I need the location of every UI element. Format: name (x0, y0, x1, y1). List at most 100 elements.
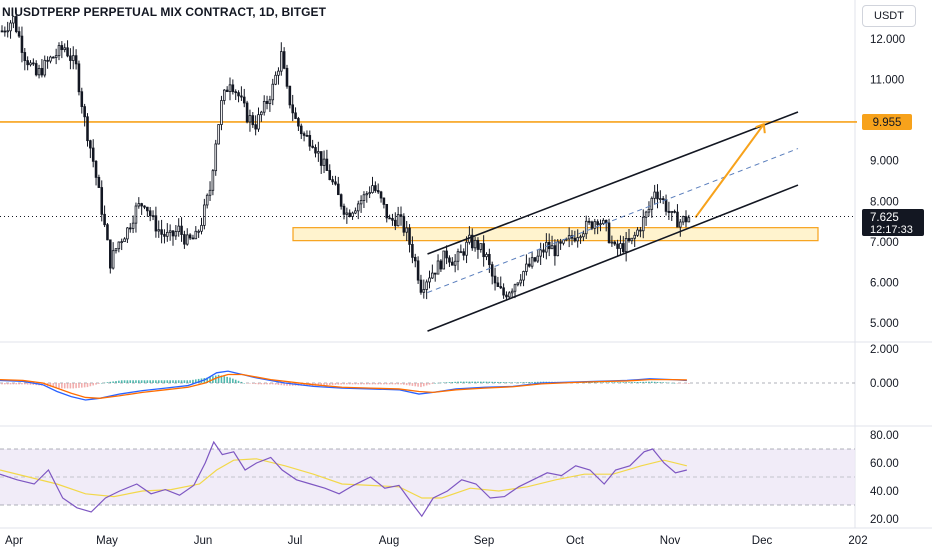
candle-body (254, 124, 257, 130)
last-price-label: 7.625 (870, 212, 899, 224)
candle-body (428, 277, 431, 283)
macd-histogram-bar (75, 383, 77, 389)
time-tick-label: Apr (5, 535, 23, 547)
macd-histogram-bar (511, 382, 513, 383)
macd-histogram-bar (514, 382, 516, 383)
candle-body (681, 216, 685, 223)
macd-histogram-bar (263, 383, 265, 385)
macd-histogram-bar (656, 381, 659, 383)
candle-body (20, 35, 24, 53)
candle-body (545, 241, 548, 253)
candle-body (274, 74, 277, 85)
rsi-line (0, 440, 687, 518)
price-axis[interactable]: 12.00011.00010.0009.0008.0007.0006.0005.… (870, 34, 905, 526)
macd-histogram-bar (217, 374, 220, 383)
macd-histogram-bar (403, 383, 405, 385)
time-tick-label: Jun (194, 535, 213, 547)
macd-histogram-bar (106, 382, 109, 383)
candle-body (582, 233, 585, 238)
macd-histogram-bar (260, 383, 263, 385)
macd-histogram-bar (651, 381, 653, 383)
macd-histogram-bar (323, 383, 325, 386)
macd-histogram-bar (157, 380, 160, 383)
candle-body (114, 248, 118, 252)
countdown-label: 12:17:33 (870, 224, 913, 236)
candle-body (439, 260, 443, 270)
candle-body (456, 251, 460, 262)
candle-body (180, 225, 183, 235)
candle-body (291, 104, 294, 114)
candle-body (77, 63, 81, 93)
macd-histogram-bar (351, 383, 354, 385)
macd-histogram-bar (408, 383, 411, 386)
candle-body (513, 284, 517, 292)
candle-body (234, 91, 237, 94)
macd-histogram-bar (633, 382, 636, 383)
macd-histogram-bar (505, 382, 508, 383)
macd-histogram-bar (289, 383, 291, 386)
time-tick-label: Aug (379, 535, 399, 547)
candle-body (140, 203, 143, 207)
candle-body (242, 96, 246, 104)
candle-body (667, 210, 671, 213)
candle-body (505, 294, 508, 298)
macd-histogram-bar (517, 382, 519, 383)
candle-body (587, 220, 591, 223)
candle-body (624, 238, 628, 253)
macd-histogram-bar (206, 377, 208, 383)
candle-body (37, 67, 41, 76)
candle-body (425, 281, 428, 290)
macd-histogram-bar (653, 381, 656, 383)
candle-body (265, 101, 269, 104)
candle-body (97, 176, 101, 188)
price-tick-label: 8.000 (870, 196, 899, 208)
macd-histogram-bar (160, 380, 163, 383)
candle-body (257, 114, 260, 130)
candle-body (479, 243, 483, 250)
candle-body (636, 229, 639, 236)
macd-histogram-bar (66, 383, 69, 389)
macd-histogram-bar (26, 383, 29, 385)
macd-histogram-bar (197, 378, 200, 383)
macd-histogram-bar (12, 383, 15, 385)
candle-body (573, 237, 577, 242)
candle-body (616, 243, 619, 249)
candle-body (46, 59, 49, 62)
candle-body (305, 134, 309, 137)
candle-body (157, 229, 161, 232)
chart-title: NIUSDTPERP PERPETUAL MIX CONTRACT, 1D, B… (2, 5, 327, 19)
candle-body (268, 99, 272, 104)
macd-histogram-bar (682, 383, 684, 384)
currency-selector[interactable]: USDT (862, 5, 916, 27)
macd-histogram-bar (465, 381, 468, 383)
macd-histogram-bar (98, 383, 100, 384)
candle-body (684, 216, 688, 223)
macd-histogram-bar (220, 375, 223, 383)
candle-body (496, 282, 500, 287)
macd-histogram-bar (474, 381, 476, 383)
macd-histogram-bar (599, 382, 602, 383)
macd-histogram-bar (460, 381, 462, 383)
candle-body (550, 245, 554, 250)
macd-histogram-bar (280, 383, 283, 386)
candle-body (251, 115, 255, 126)
macd-histogram-bar (195, 379, 197, 383)
projection-arrow-head (755, 122, 766, 134)
candle-body (476, 239, 480, 250)
candle-body (416, 260, 420, 281)
candle-body (619, 243, 622, 249)
candle-body (539, 249, 542, 257)
candle-body (223, 89, 226, 101)
candle-body (66, 47, 69, 57)
candle-body (43, 59, 47, 76)
macd-histogram-bar (331, 383, 334, 385)
candle-body (168, 230, 172, 233)
candle-body (488, 253, 491, 266)
candle-body (448, 257, 451, 263)
candle-body (194, 230, 198, 240)
rsi-tick-label: 40.00 (870, 486, 899, 498)
time-axis[interactable]: Apr May Jun Jul Aug Sep Oct Nov Dec 202 (5, 535, 868, 547)
macd-histogram-bar (499, 382, 502, 383)
macd-histogram-bar (670, 382, 673, 384)
